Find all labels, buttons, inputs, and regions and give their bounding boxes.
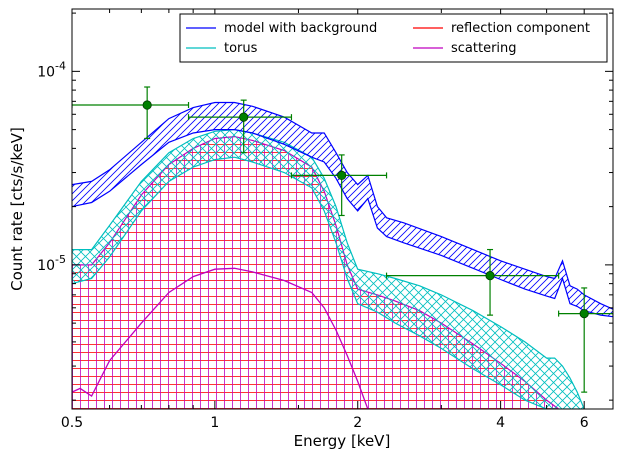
scattering-line	[72, 267, 369, 409]
x-axis-label: Energy [keV]	[294, 432, 391, 450]
x-tick-label-1: 1	[210, 415, 219, 431]
data-point-1	[239, 112, 249, 122]
data-point-4	[579, 309, 589, 319]
legend-label-model: model with background	[224, 21, 377, 36]
torus-upper	[72, 128, 585, 409]
model-with-background-band	[72, 102, 613, 317]
data-point-2	[337, 170, 347, 180]
x-tick-label-3: 4	[496, 415, 505, 431]
data-points	[72, 86, 613, 393]
x-tick-label-2: 2	[353, 415, 362, 431]
legend-frame	[179, 13, 608, 63]
x-tick-label-0: 0.5	[61, 415, 83, 431]
torus-band	[72, 129, 585, 409]
data-point-0	[142, 100, 152, 110]
y-axis-label: Count rate [cts/s/keV]	[8, 127, 26, 291]
y-tick-label-0: 10-5	[37, 253, 66, 274]
plot-frame	[71, 8, 614, 410]
model-with-background-lower	[72, 129, 613, 318]
legend: model with background reflection compone…	[179, 13, 608, 63]
legend-label-reflection: reflection component	[451, 21, 590, 36]
legend-label-torus: torus	[224, 41, 258, 56]
legend-label-scattering: scattering	[451, 41, 517, 56]
torus-lower	[72, 156, 585, 409]
y-tick-label-1: 10-4	[37, 59, 66, 80]
plot-area	[72, 101, 613, 409]
x-tick-label-4: 6	[580, 415, 589, 431]
data-point-3	[485, 271, 495, 281]
